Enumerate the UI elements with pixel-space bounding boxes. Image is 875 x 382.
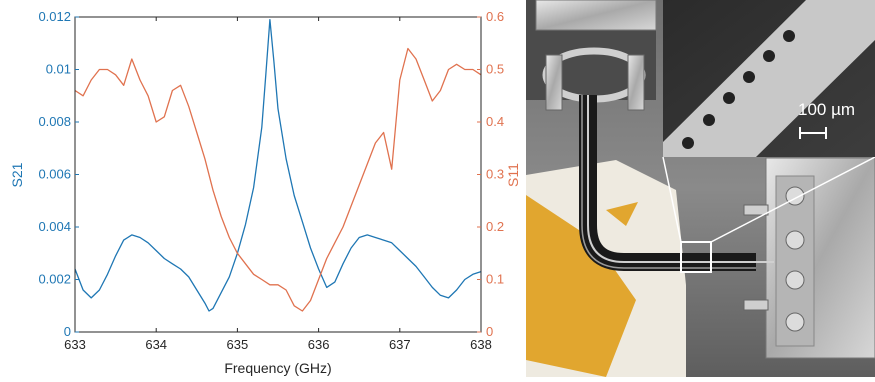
highlight-box — [680, 241, 712, 273]
x-tick-label: 637 — [389, 337, 411, 352]
y-left-axis-label: S21 — [9, 162, 25, 187]
y-right-tick-label: 0.6 — [486, 9, 504, 24]
y-right-axis: 0 0.1 0.2 0.3 0.4 0.5 0.6 — [477, 9, 504, 339]
y-right-tick-label: 0 — [486, 324, 493, 339]
y-left-tick-label: 0.012 — [38, 9, 71, 24]
y-right-tick-label: 0.1 — [486, 272, 504, 287]
sem-hole-4 — [723, 92, 735, 104]
yellow-tape-large — [526, 195, 636, 377]
sem-hole-6 — [682, 137, 694, 149]
x-tick-label: 635 — [227, 337, 249, 352]
x-axis: 633 634 635 636 637 638 — [64, 17, 492, 352]
probe-pin-2 — [743, 299, 769, 311]
sem-waveguide-strip — [663, 0, 875, 157]
top-mount-block — [535, 0, 657, 31]
y-left-axis: 0 0.002 0.004 0.006 0.008 0.01 0.012 — [38, 9, 79, 339]
x-axis-label: Frequency (GHz) — [224, 360, 331, 376]
series-layer — [74, 18, 482, 312]
sem-hole-5 — [703, 114, 715, 126]
probe-pin-1 — [743, 204, 769, 216]
sem-hole-2 — [763, 50, 775, 62]
y-right-tick-label: 0.3 — [486, 167, 504, 182]
device-photo: 100 µm — [526, 0, 875, 377]
zoom-line-right — [710, 156, 875, 243]
y-left-tick-label: 0.004 — [38, 219, 71, 234]
sem-hole-3 — [743, 71, 755, 83]
series-s21-line — [74, 18, 482, 312]
scale-bar-label: 100 µm — [798, 100, 855, 119]
y-left-tick-label: 0 — [64, 324, 71, 339]
y-right-tick-label: 0.4 — [486, 114, 504, 129]
screw-2 — [785, 230, 805, 250]
screw-3 — [785, 270, 805, 290]
y-left-tick-label: 0.008 — [38, 114, 71, 129]
waveguide-line-2 — [581, 95, 756, 269]
y-left-tick-label: 0.01 — [46, 62, 71, 77]
sem-hole-1 — [783, 30, 795, 42]
yellow-tape-small — [606, 202, 638, 226]
x-tick-label: 633 — [64, 337, 86, 352]
x-tick-label: 636 — [308, 337, 330, 352]
waveguide-line-1 — [587, 95, 756, 263]
plot-canvas: 633 634 635 636 637 638 0 0.002 0.004 0.006 0.008… — [9, 9, 521, 376]
y-right-tick-label: 0.5 — [486, 62, 504, 77]
top-mount-post-right — [627, 54, 645, 111]
s-parameter-plot: 633 634 635 636 637 638 0 0.002 0.004 0.006 0.008… — [9, 9, 521, 376]
sem-inset: 100 µm — [663, 0, 875, 157]
zoom-line-left — [662, 156, 682, 243]
screw-4 — [785, 312, 805, 332]
x-tick-label: 634 — [145, 337, 167, 352]
device-photo-illustration: 100 µm — [526, 0, 875, 377]
x-tick-label: 638 — [470, 337, 492, 352]
y-right-axis-label: S11 — [505, 163, 520, 187]
y-left-tick-label: 0.002 — [38, 272, 71, 287]
top-mount-post-left — [545, 54, 563, 111]
y-right-tick-label: 0.2 — [486, 219, 504, 234]
series-s11-line — [74, 47, 482, 312]
y-left-tick-label: 0.006 — [38, 167, 71, 182]
